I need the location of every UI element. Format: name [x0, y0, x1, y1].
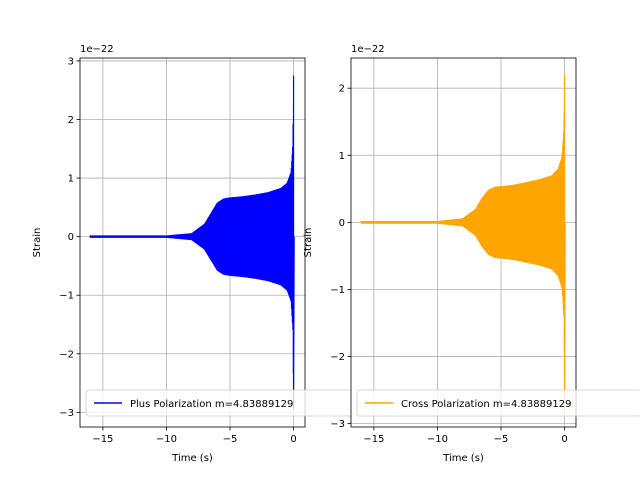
axes-frame: [350, 57, 577, 428]
y-tick-label: 0: [68, 232, 74, 243]
y-tick-label: 1: [68, 174, 74, 185]
y-offset-text: 1e−22: [351, 44, 385, 55]
legend: Cross Polarization m=4.83889129: [356, 389, 640, 417]
axes-frame: [79, 57, 306, 428]
x-axis-label: Time (s): [171, 453, 213, 464]
y-tick-label: −2: [330, 352, 345, 363]
y-tick-label: −2: [59, 349, 74, 360]
y-tick-label: 2: [339, 84, 345, 95]
x-tick-label: −5: [223, 434, 238, 445]
y-tick-label: 2: [68, 115, 74, 126]
y-axis-label: Strain: [32, 228, 43, 258]
y-tick-label: −1: [59, 291, 74, 302]
legend-box: [356, 389, 640, 417]
y-tick-label: −1: [330, 285, 345, 296]
y-tick-label: −3: [59, 408, 74, 419]
x-tick-label: −10: [156, 434, 177, 445]
x-tick-label: −10: [427, 434, 448, 445]
x-tick-label: −15: [92, 434, 113, 445]
y-tick-label: −3: [330, 419, 345, 430]
x-tick-label: −5: [494, 434, 509, 445]
series-line: [360, 74, 566, 407]
y-offset-text: 1e−22: [80, 44, 114, 55]
series-line: [89, 75, 295, 410]
x-tick-label: 0: [290, 434, 296, 445]
legend-label: Plus Polarization m=4.83889129: [130, 399, 293, 410]
legend: Plus Polarization m=4.83889129: [85, 389, 372, 417]
x-axis-label: Time (s): [442, 453, 484, 464]
x-tick-label: −15: [363, 434, 384, 445]
legend-label: Cross Polarization m=4.83889129: [401, 399, 571, 410]
y-tick-label: 3: [68, 56, 74, 67]
y-axis-label: Strain: [303, 228, 314, 258]
x-tick-label: 0: [561, 434, 567, 445]
y-tick-label: 1: [339, 151, 345, 162]
y-tick-label: 0: [339, 218, 345, 229]
